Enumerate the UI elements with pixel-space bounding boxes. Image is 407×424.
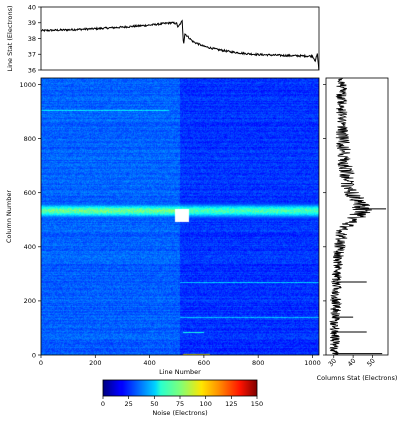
main-x-tick-label: 1000 [304, 359, 321, 367]
heatmap-frame [40, 77, 320, 356]
colorbar-tick-label: 75 [176, 400, 184, 408]
top-y-tick-label: 36 [28, 66, 36, 74]
right-column-profile-panel: 30 40 50 Columns Stat (Electrons) [317, 77, 398, 382]
top-y-ticks: 36 37 38 39 40 [28, 3, 41, 74]
main-x-tick-label: 0 [39, 359, 43, 367]
main-y-ticks: 0 200 400 600 800 1000 [19, 81, 41, 359]
right-x-tick-label: 50 [365, 357, 377, 369]
main-x-tick-label: 600 [198, 359, 210, 367]
colorbar-tick-label: 125 [225, 400, 237, 408]
top-line-series [41, 19, 319, 70]
main-x-tick-label: 800 [252, 359, 264, 367]
colorbar-tick-label: 150 [251, 400, 263, 408]
colorbar-gradient [102, 379, 258, 397]
main-y-tick-label: 1000 [19, 81, 36, 89]
top-y-axis-label: Line Stat (Electrons) [6, 5, 14, 71]
colorbar-tick-label: 50 [150, 400, 158, 408]
right-x-tick-label: 30 [327, 357, 339, 369]
right-x-ticks: 30 40 50 [327, 355, 377, 368]
main-noise-map-panel: 0 200 400 600 800 1000 0 200 400 600 800 1000 Line… [5, 77, 321, 376]
main-y-tick-label: 0 [32, 351, 36, 359]
top-panel-frame [40, 6, 320, 71]
main-y-tick-label: 400 [24, 243, 36, 251]
main-x-axis-label: Line Number [159, 368, 201, 376]
right-panel-frame [325, 77, 389, 356]
main-y-tick-label: 200 [24, 297, 36, 305]
colorbar-tick-label: 100 [199, 400, 211, 408]
top-y-tick-label: 39 [28, 19, 36, 27]
right-column-spikes [333, 208, 387, 355]
right-column-series [329, 78, 372, 355]
main-x-ticks: 0 200 400 600 800 1000 [39, 355, 321, 367]
main-y-tick-label: 600 [24, 189, 36, 197]
colorbar-tick-label: 0 [101, 400, 105, 408]
right-x-axis-label: Columns Stat (Electrons) [317, 374, 398, 382]
noise-heatmap [41, 78, 319, 355]
colorbar-tick-label: 25 [125, 400, 133, 408]
main-x-tick-label: 200 [89, 359, 101, 367]
colorbar-label: Noise (Electrons) [152, 409, 207, 417]
main-y-axis-label: Column Number [5, 190, 13, 243]
heatmap-host [41, 78, 319, 355]
noise-colorbar: 0 25 50 75 100 125 150 Noise (Electrons) [101, 379, 263, 417]
top-line-profile-panel: 36 37 38 39 40 Line Stat (Electrons) [6, 3, 320, 74]
top-y-tick-label: 38 [28, 35, 36, 43]
top-y-tick-label: 37 [28, 51, 36, 59]
main-x-tick-label: 400 [143, 359, 155, 367]
right-y-ticks [323, 84, 326, 356]
main-y-tick-label: 800 [24, 135, 36, 143]
right-x-tick-label: 40 [346, 357, 358, 369]
top-y-tick-label: 40 [28, 3, 36, 11]
colorbar-ticks: 0 25 50 75 100 125 150 [101, 396, 263, 408]
